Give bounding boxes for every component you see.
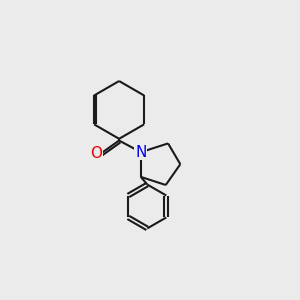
Text: N: N xyxy=(135,145,146,160)
Text: O: O xyxy=(90,146,102,161)
